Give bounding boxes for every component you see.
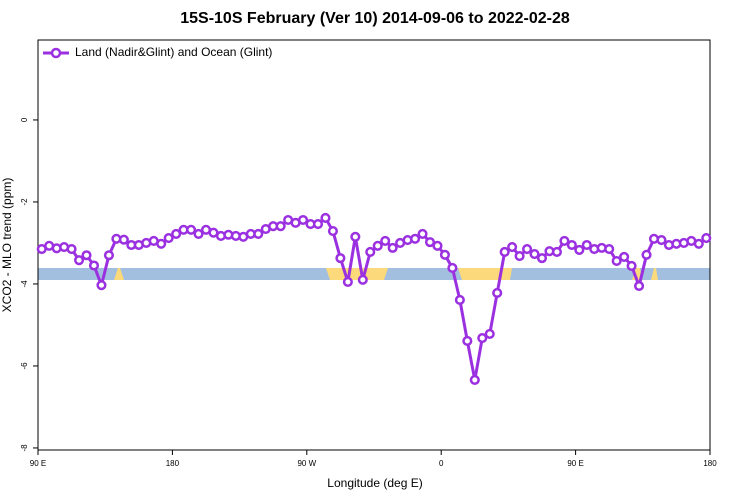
point bbox=[454, 294, 465, 305]
point bbox=[357, 274, 368, 285]
y-tick-label: -4 bbox=[20, 280, 29, 288]
legend: Land (Nadir&Glint) and Ocean (Glint) bbox=[43, 45, 272, 59]
x-tick-label: 90 E bbox=[567, 459, 583, 468]
point bbox=[641, 249, 652, 260]
point bbox=[275, 221, 286, 232]
point bbox=[253, 228, 264, 239]
point bbox=[298, 214, 309, 226]
point bbox=[566, 239, 577, 251]
y-tick-label: 0 bbox=[20, 117, 29, 122]
point bbox=[447, 262, 458, 274]
point bbox=[499, 246, 510, 258]
point bbox=[417, 228, 428, 239]
point bbox=[372, 240, 383, 251]
point bbox=[156, 238, 167, 249]
legend-marker bbox=[50, 47, 62, 59]
point bbox=[327, 226, 338, 237]
y-tick-label: -2 bbox=[20, 198, 29, 206]
x-tick-label: 0 bbox=[439, 459, 444, 468]
point bbox=[193, 228, 204, 239]
y-tick-label: -6 bbox=[20, 362, 29, 370]
point bbox=[387, 242, 398, 253]
point bbox=[507, 242, 518, 253]
point bbox=[342, 276, 353, 287]
point bbox=[701, 232, 712, 244]
point bbox=[96, 280, 107, 291]
point bbox=[350, 231, 361, 242]
x-tick-label: 90 W bbox=[297, 459, 316, 468]
land-strip bbox=[326, 268, 388, 280]
point bbox=[365, 246, 376, 258]
point bbox=[514, 251, 525, 262]
point bbox=[581, 239, 592, 251]
point bbox=[439, 249, 450, 260]
point bbox=[74, 255, 85, 266]
land-strip bbox=[114, 268, 124, 280]
point bbox=[693, 238, 704, 249]
point bbox=[424, 237, 436, 248]
point bbox=[536, 253, 548, 264]
point bbox=[410, 233, 421, 244]
point bbox=[611, 255, 622, 267]
land-strip bbox=[651, 268, 658, 280]
point bbox=[163, 232, 174, 244]
point bbox=[66, 244, 77, 255]
point bbox=[477, 333, 488, 344]
x-tick-label: 180 bbox=[703, 459, 717, 468]
point bbox=[432, 240, 443, 251]
point bbox=[492, 287, 503, 299]
point bbox=[171, 228, 182, 239]
point bbox=[619, 251, 630, 262]
point bbox=[118, 234, 129, 245]
land-strip bbox=[458, 268, 512, 280]
point bbox=[469, 374, 480, 385]
y-tick-label: -8 bbox=[20, 444, 29, 452]
point bbox=[656, 235, 667, 246]
point bbox=[559, 235, 570, 246]
point bbox=[574, 244, 585, 255]
land-mask bbox=[38, 268, 710, 280]
x-tick-label: 180 bbox=[166, 459, 180, 468]
point bbox=[335, 253, 346, 264]
point bbox=[380, 235, 391, 246]
point bbox=[634, 280, 645, 292]
point bbox=[529, 248, 540, 260]
x-tick-label: 90 E bbox=[30, 459, 46, 468]
legend-label: Land (Nadir&Glint) and Ocean (Glint) bbox=[75, 45, 272, 59]
y-axis-label: XCO2 - MLO trend (ppm) bbox=[0, 178, 14, 313]
point bbox=[462, 335, 473, 346]
point bbox=[81, 250, 92, 261]
plot-frame bbox=[37, 39, 711, 451]
point bbox=[320, 212, 331, 223]
point bbox=[484, 328, 495, 340]
point bbox=[626, 260, 637, 271]
point bbox=[551, 246, 562, 258]
x-axis-label: Longitude (deg E) bbox=[327, 476, 422, 490]
point bbox=[88, 260, 100, 271]
point bbox=[312, 219, 324, 230]
point bbox=[103, 250, 114, 261]
point bbox=[186, 224, 197, 235]
point bbox=[522, 244, 533, 255]
chart-title: 15S-10S February (Ver 10) 2014-09-06 to … bbox=[180, 10, 570, 27]
point bbox=[604, 244, 615, 255]
